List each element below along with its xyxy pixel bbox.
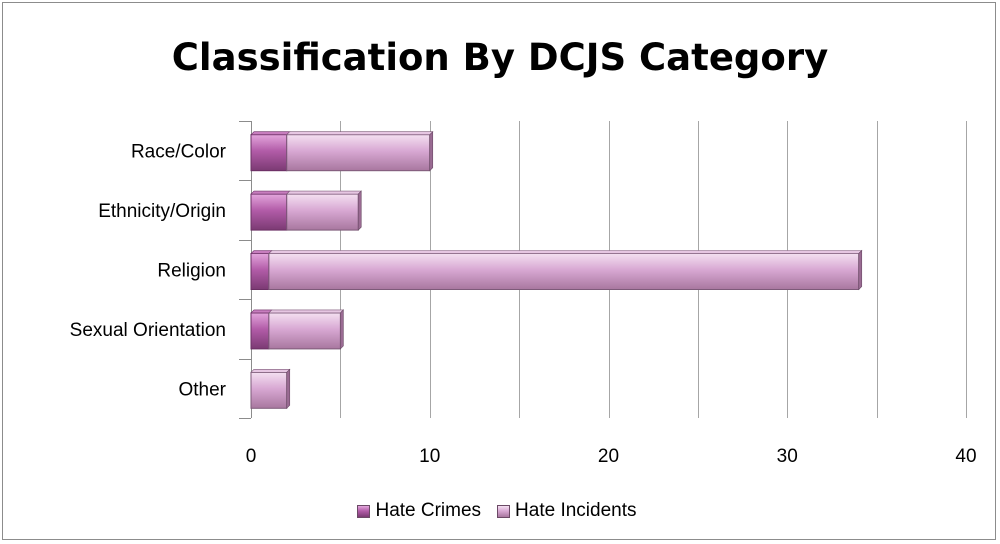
bar-hate-incidents-sexual-orientation: [268, 312, 341, 350]
bar-top-face: [250, 131, 291, 135]
value-tick-label: 0: [246, 446, 257, 467]
chart-title: Classification By DCJS Category: [171, 36, 829, 79]
bar-hate-incidents-religion: [268, 253, 860, 290]
bar-end-face: [429, 130, 434, 172]
legend: Hate Crimes Hate Incidents: [0, 499, 1000, 523]
value-tick-label: 10: [419, 446, 440, 467]
bar-top-face: [286, 190, 362, 195]
category-tick-label: Ethnicity/Origin: [98, 201, 226, 222]
bar-hate-crimes-religion: [250, 253, 270, 290]
bar-hate-crimes-ethnicity-origin: [250, 193, 288, 231]
axes: [239, 121, 252, 419]
category-tick-label: Religion: [157, 261, 226, 282]
category-tick-label: Race/Color: [131, 142, 227, 163]
bar-top-face: [250, 190, 291, 195]
bar-end-face: [357, 190, 362, 231]
legend-label-hate-crimes: Hate Crimes: [375, 500, 482, 521]
bar-end-face: [340, 309, 344, 350]
bar-top-face: [250, 368, 291, 373]
bar-top-face: [286, 131, 434, 135]
legend-swatch-hate-incidents: [497, 504, 511, 518]
bar-hate-incidents-other: [250, 371, 288, 409]
category-tick-label: Other: [178, 379, 226, 400]
legend-item-hate-crimes: Hate Crimes: [357, 500, 481, 522]
bar-hate-crimes-race-color: [250, 134, 288, 172]
bar-end-face: [286, 368, 291, 410]
value-tick-label: 20: [598, 446, 619, 467]
tick-labels: Race/Color Ethnicity/Origin Religion Sexual…: [70, 142, 977, 467]
value-tick-label: 40: [955, 446, 976, 467]
bars: [250, 130, 863, 410]
bar-top-face: [268, 309, 345, 314]
bar-hate-incidents-race-color: [286, 134, 431, 172]
bar-hate-crimes-sexual-orientation: [250, 312, 270, 350]
bar-hate-incidents-ethnicity-origin: [286, 193, 359, 231]
bar-top-face: [268, 250, 863, 254]
bar-end-face: [858, 249, 863, 291]
legend-label-hate-incidents: Hate Incidents: [515, 500, 637, 521]
legend-item-hate-incidents: Hate Incidents: [497, 500, 637, 522]
category-tick-label: Sexual Orientation: [70, 320, 226, 341]
value-tick-label: 30: [777, 446, 798, 467]
legend-swatch-hate-crimes: [357, 504, 371, 518]
